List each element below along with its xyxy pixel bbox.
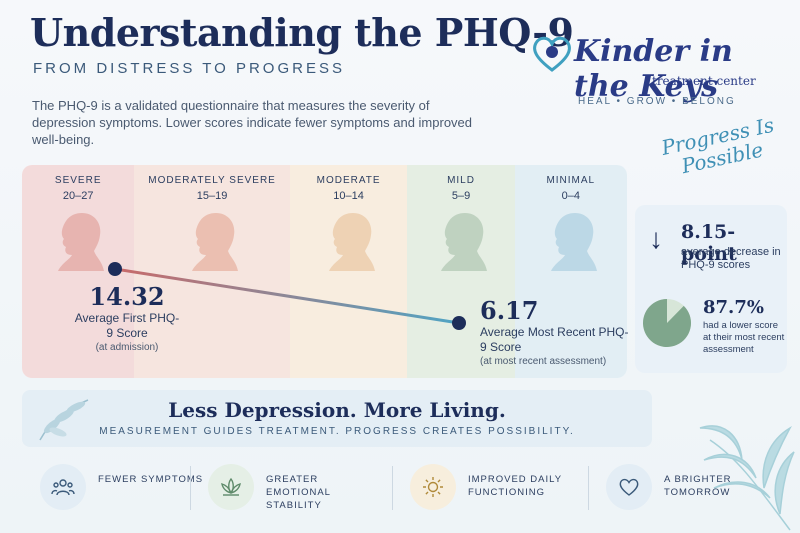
lower-score-label: had a lower score at their most recent a… (703, 320, 785, 355)
down-arrow-icon: ↓ (649, 223, 663, 254)
page-subtitle: FROM DISTRESS TO PROGRESS (33, 60, 345, 77)
head-silhouette-icon (441, 213, 488, 271)
banner-subtitle: MEASUREMENT GUIDES TREATMENT. PROGRESS C… (99, 426, 575, 437)
lower-score-pie-chart (643, 299, 691, 347)
intro-text: The PHQ-9 is a validated questionnaire t… (32, 98, 473, 147)
band-minimal: MINIMAL 0–4 (514, 165, 627, 378)
recent-score-stat: 6.17 Average Most Recent PHQ-9 Score (at… (480, 296, 630, 367)
band-name: MODERATELY SEVERE (148, 175, 276, 186)
benefit-divider (588, 466, 589, 510)
band-name: MINIMAL (546, 175, 596, 186)
severity-scale: SEVERE 20–27 MODERATELY SEVERE 15–19 MOD… (22, 165, 627, 378)
head-shape (58, 213, 105, 271)
band-range: 10–14 (333, 190, 364, 202)
benefit-icon-circle (606, 464, 652, 510)
benefit-label: A BRIGHTER TOMORROW (664, 474, 732, 498)
benefit-label: GREATER EMOTIONAL STABILITY (266, 474, 331, 511)
recent-score-sub: (at most recent assessment) (480, 356, 607, 367)
first-score-value: 14.32 (89, 282, 165, 311)
head-shape (192, 213, 239, 271)
head-silhouette-icon (328, 213, 375, 271)
summary-card: ↓ 8.15-point average decrease in PHQ-9 s… (635, 205, 787, 373)
first-score-label: Average First PHQ-9 Score (74, 311, 180, 340)
brand-tagline: treatment center (652, 74, 756, 88)
benefit-label: FEWER SYMPTOMS (98, 474, 204, 485)
palm-leaf-decoration-icon (699, 425, 795, 531)
first-score-sub: (at admission) (95, 342, 159, 353)
head-silhouette-icon (192, 213, 239, 271)
band-name: SEVERE (54, 175, 102, 186)
pie-main-slice (643, 299, 691, 347)
band-mild: MILD 5–9 (407, 165, 515, 378)
band-name: MILD (447, 175, 475, 186)
benefits-row: FEWER SYMPTOMS GREATER EMOTIONAL STABILI… (40, 458, 740, 518)
tagline-banner: Less Depression. More Living. MEASUREMEN… (22, 390, 652, 447)
benefit-icon-circle (208, 464, 254, 510)
recent-score-value: 6.17 (480, 296, 539, 325)
band-range: 0–4 (561, 190, 580, 202)
heart-logo-icon (533, 36, 571, 72)
head-silhouette-icon (58, 213, 105, 271)
banner-title: Less Depression. More Living. (168, 398, 506, 422)
benefit-label: IMPROVED DAILY FUNCTIONING (468, 474, 562, 498)
people-icon (51, 479, 75, 496)
first-score-stat: 14.32 Average First PHQ-9 Score (at admi… (72, 282, 182, 353)
decrease-label: average decrease in PHQ-9 scores (681, 246, 781, 271)
lotus-icon (221, 477, 241, 496)
band-name: MODERATE (316, 175, 381, 186)
head-shape (328, 213, 375, 271)
head-silhouette-icon (550, 213, 597, 271)
head-shape (441, 213, 488, 271)
benefit-icon-circle (410, 464, 456, 510)
band-range: 20–27 (62, 190, 94, 202)
head-shape (550, 213, 597, 271)
band-range: 5–9 (451, 190, 471, 202)
brand-name: Kinder in the Keys (574, 34, 733, 104)
lower-score-value: 87.7% (703, 297, 764, 318)
benefit-divider (392, 466, 393, 510)
band-moderate: MODERATE 10–14 (289, 165, 408, 378)
leaf-decoration-icon (39, 399, 89, 441)
benefit-icon-circle (40, 464, 86, 510)
decrease-value: 8.15-point (681, 221, 737, 265)
recent-score-label: Average Most Recent PHQ-9 Score (480, 325, 629, 354)
brand-logo: Kinder in the Keys treatment center HEAL… (530, 28, 780, 118)
page-title: Understanding the PHQ-9 (30, 10, 574, 55)
heart-icon (619, 478, 639, 496)
brand-motto: HEAL • GROW • BELONG (578, 96, 736, 107)
sun-icon (423, 477, 443, 497)
band-range: 15–19 (196, 190, 228, 202)
progress-script: Progress Is Possible (659, 112, 777, 179)
benefit-divider (190, 466, 191, 510)
